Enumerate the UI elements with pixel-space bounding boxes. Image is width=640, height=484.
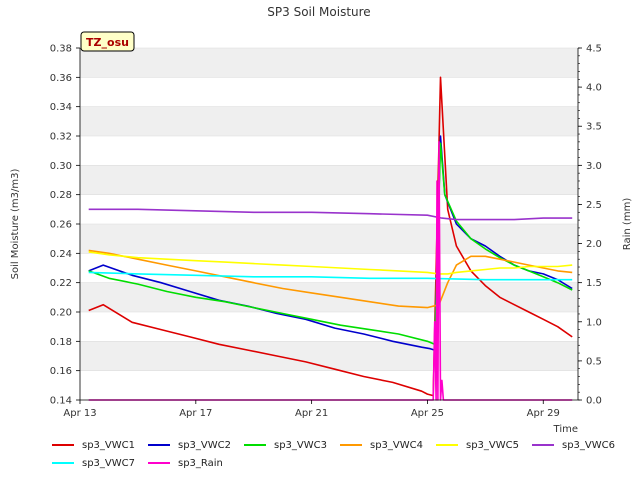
legend-swatch [244,444,266,446]
legend-item-sp3_VWC5: sp3_VWC5 [436,440,532,451]
grid-band [80,48,578,78]
y2-tick-label: 2.0 [586,239,602,250]
y2-tick-label: 3.0 [586,161,602,172]
y-tick-label: 0.32 [50,132,72,143]
legend-label: sp3_VWC2 [178,439,231,451]
y-tick-label: 0.28 [50,190,72,201]
legend-label: sp3_VWC3 [274,439,327,451]
legend-item-sp3_Rain: sp3_Rain [148,458,244,469]
legend-swatch [436,444,458,446]
series-line-sp3_VWC4 [88,249,573,309]
legend-swatch [52,462,74,464]
legend-label: sp3_VWC1 [82,439,135,451]
legend-label: sp3_VWC4 [370,439,423,451]
y2-tick-label: 1.0 [586,317,602,328]
legend-item-sp3_VWC3: sp3_VWC3 [244,440,340,451]
y-tick-label: 0.22 [50,278,72,289]
y2-tick-label: 4.5 [586,44,602,55]
y-tick-label: 0.24 [50,249,72,260]
y2-tick-label: 4.0 [586,83,602,94]
y-tick-label: 0.18 [50,337,72,348]
legend-swatch [532,444,554,446]
legend-row: sp3_VWC7 sp3_Rain [52,454,632,472]
series-line-sp3_VWC3 [88,142,573,346]
x-axis-label: Time [553,424,578,435]
x-tick-label: Apr 13 [63,408,96,419]
grid-band [80,106,578,136]
legend-item-sp3_VWC1: sp3_VWC1 [52,440,148,451]
y2-tick-label: 2.5 [586,200,602,211]
legend-item-sp3_VWC2: sp3_VWC2 [148,440,244,451]
legend-label: sp3_VWC6 [562,439,615,451]
badge-box [80,31,135,52]
y-tick-label: 0.20 [50,308,72,319]
legend-label: sp3_VWC7 [82,457,135,469]
x-tick-label: Apr 21 [295,408,328,419]
x-tick-label: Apr 25 [411,408,444,419]
grid-band [80,224,578,254]
badge: TZ_osu [80,31,135,52]
y-tick-label: 0.16 [50,366,72,377]
series-line-sp3_VWC1 [88,76,573,397]
series-line-sp3_VWC7 [88,271,573,281]
y-tick-label: 0.14 [50,396,72,407]
grid-band [80,77,578,107]
grid-band [80,136,578,166]
x-tick-label: Apr 29 [527,408,560,419]
y2-tick-label: 0.0 [586,396,602,407]
grid-band [80,370,578,400]
y2-tick-label: 0.5 [586,356,602,367]
legend-label: sp3_Rain [178,457,223,469]
legend-swatch [148,462,170,464]
y-tick-label: 0.30 [50,161,72,172]
legend-item-sp3_VWC6: sp3_VWC6 [532,440,628,451]
y-tick-label: 0.26 [50,220,72,231]
chart-title: SP3 Soil Moisture [267,5,370,19]
y2-tick-label: 1.5 [586,278,602,289]
legend: sp3_VWC1 sp3_VWC2 sp3_VWC3 sp3_VWC4 sp3_VWC5… [52,436,632,472]
legend-swatch [148,444,170,446]
y2-axis-label: Rain (mm) [622,198,633,251]
grid-band [80,282,578,312]
legend-label: sp3_VWC5 [466,439,519,451]
grid-band [80,341,578,371]
x-tick-label: Apr 17 [179,408,212,419]
series-line-sp3_VWC5 [88,251,573,275]
legend-row: sp3_VWC1 sp3_VWC2 sp3_VWC3 sp3_VWC4 sp3_VWC5… [52,436,632,454]
y-tick-label: 0.36 [50,73,72,84]
legend-item-sp3_VWC4: sp3_VWC4 [340,440,436,451]
y-tick-label: 0.38 [50,44,72,55]
legend-item-sp3_VWC7: sp3_VWC7 [52,458,148,469]
badge-label: TZ_osu [86,36,129,49]
series-line-sp3_VWC6 [88,208,573,221]
legend-swatch [52,444,74,446]
legend-swatch [340,444,362,446]
grid-band [80,165,578,195]
y-tick-label: 0.34 [50,102,72,113]
y-axis-label: Soil Moisture (m3/m3) [10,169,21,280]
y2-tick-label: 3.5 [586,122,602,133]
